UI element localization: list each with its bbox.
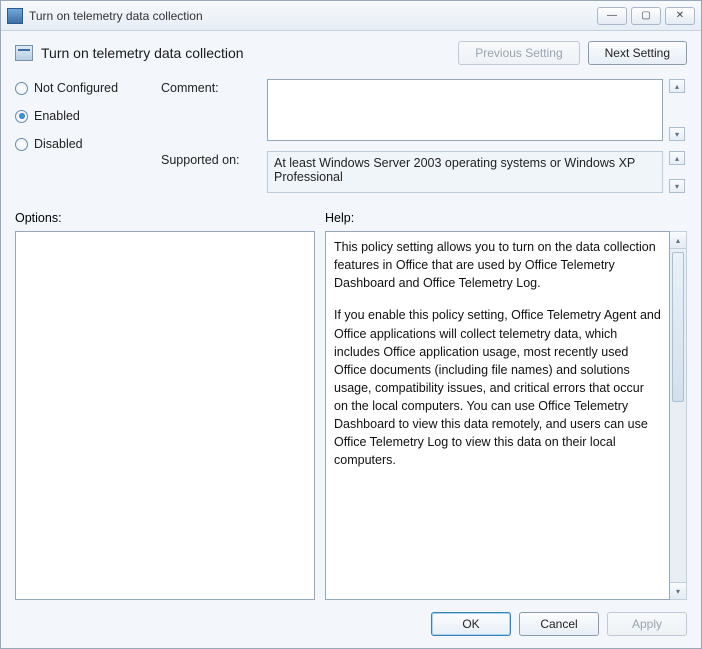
close-button[interactable]: ✕ [665, 7, 695, 25]
help-scrollbar[interactable]: ▴ ▾ [670, 231, 687, 600]
cancel-button[interactable]: Cancel [519, 612, 599, 636]
help-section-label: Help: [325, 211, 354, 225]
policy-icon [7, 8, 23, 24]
titlebar[interactable]: Turn on telemetry data collection — ▢ ✕ [1, 1, 701, 31]
scroll-up-button[interactable]: ▴ [669, 151, 685, 165]
dialog-window: Turn on telemetry data collection — ▢ ✕ … [0, 0, 702, 649]
previous-setting-button[interactable]: Previous Setting [458, 41, 579, 65]
previous-setting-label: Previous Setting [475, 46, 562, 60]
radio-indicator [15, 82, 28, 95]
setting-icon [15, 45, 33, 61]
comment-label: Comment: [161, 79, 261, 95]
next-setting-label: Next Setting [605, 46, 670, 60]
next-setting-button[interactable]: Next Setting [588, 41, 687, 65]
help-panel[interactable]: This policy setting allows you to turn o… [325, 231, 670, 600]
maximize-button[interactable]: ▢ [631, 7, 661, 25]
window-controls: — ▢ ✕ [597, 7, 695, 25]
radio-indicator [15, 110, 28, 123]
radio-label: Not Configured [34, 81, 118, 95]
supported-on-label: Supported on: [161, 151, 261, 167]
maximize-icon: ▢ [641, 10, 650, 21]
supported-scroll: ▴ ▾ [669, 151, 687, 193]
radio-label: Disabled [34, 137, 83, 151]
chevron-up-icon: ▴ [675, 82, 679, 91]
scroll-thumb[interactable] [672, 252, 684, 402]
options-section-label: Options: [15, 211, 325, 225]
radio-enabled[interactable]: Enabled [15, 109, 155, 123]
dialog-footer: OK Cancel Apply [15, 600, 687, 636]
ok-button[interactable]: OK [431, 612, 511, 636]
chevron-up-icon: ▴ [676, 236, 680, 245]
setting-title: Turn on telemetry data collection [41, 45, 458, 61]
window-title: Turn on telemetry data collection [29, 9, 597, 23]
options-panel[interactable] [15, 231, 315, 600]
chevron-down-icon: ▾ [675, 130, 679, 139]
comment-input[interactable] [267, 79, 663, 141]
help-paragraph: This policy setting allows you to turn o… [334, 238, 661, 292]
ok-label: OK [462, 617, 479, 631]
header-row: Turn on telemetry data collection Previo… [15, 41, 687, 65]
supported-on-value: At least Windows Server 2003 operating s… [267, 151, 663, 193]
scroll-up-button[interactable]: ▴ [670, 232, 686, 249]
minimize-button[interactable]: — [597, 7, 627, 25]
top-grid: Not Configured Enabled Disabled Comment:… [15, 79, 687, 193]
comment-scroll: ▴ ▾ [669, 79, 687, 141]
dialog-content: Turn on telemetry data collection Previo… [1, 31, 701, 648]
radio-disabled[interactable]: Disabled [15, 137, 155, 151]
scroll-down-button[interactable]: ▾ [669, 127, 685, 141]
cancel-label: Cancel [540, 617, 577, 631]
nav-buttons: Previous Setting Next Setting [458, 41, 687, 65]
scroll-down-button[interactable]: ▾ [669, 179, 685, 193]
chevron-down-icon: ▾ [675, 182, 679, 191]
chevron-up-icon: ▴ [675, 154, 679, 163]
panels-row: This policy setting allows you to turn o… [15, 231, 687, 600]
help-paragraph: If you enable this policy setting, Offic… [334, 306, 661, 469]
close-icon: ✕ [676, 10, 684, 21]
radio-label: Enabled [34, 109, 80, 123]
help-panel-wrap: This policy setting allows you to turn o… [325, 231, 687, 600]
scroll-down-button[interactable]: ▾ [670, 582, 686, 599]
apply-label: Apply [632, 617, 662, 631]
scroll-up-button[interactable]: ▴ [669, 79, 685, 93]
state-radio-group: Not Configured Enabled Disabled [15, 79, 155, 151]
chevron-down-icon: ▾ [676, 587, 680, 596]
radio-indicator [15, 138, 28, 151]
section-labels: Options: Help: [15, 211, 687, 225]
apply-button[interactable]: Apply [607, 612, 687, 636]
radio-not-configured[interactable]: Not Configured [15, 81, 155, 95]
minimize-icon: — [607, 10, 617, 21]
